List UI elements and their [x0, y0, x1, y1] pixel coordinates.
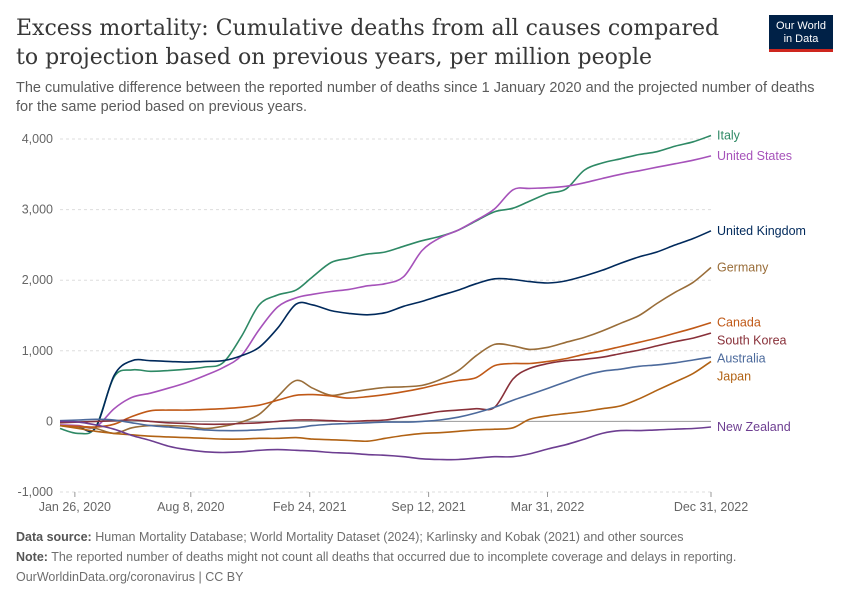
x-tick-label: Sep 12, 2021 [391, 500, 465, 514]
y-tick-label: 1,000 [22, 344, 53, 358]
y-tick-label: 4,000 [22, 132, 53, 146]
x-tick-label: Feb 24, 2021 [273, 500, 347, 514]
series-line-germany[interactable] [59, 266, 712, 435]
x-tick-label: Dec 31, 2022 [674, 500, 748, 514]
logo-line-2: in Data [783, 33, 819, 45]
y-axis: -1,000 0 1,000 2,000 3,000 4,000 [18, 132, 54, 499]
series-label-new-zealand[interactable]: New Zealand [717, 420, 791, 434]
series-line-new-zealand[interactable] [59, 420, 712, 461]
series-label-italy[interactable]: Italy [717, 128, 741, 142]
series-label-japan[interactable]: Japan [717, 370, 751, 384]
logo-accent-bar [769, 49, 833, 52]
line-chart: -1,000 0 1,000 2,000 3,000 4,000 Jan 26, 2020… [18, 128, 806, 514]
series-line-south-korea[interactable] [59, 332, 712, 426]
series-line-japan[interactable] [59, 360, 712, 443]
series-line-canada[interactable] [59, 321, 712, 428]
y-tick-label: 2,000 [22, 273, 53, 287]
y-tick-label: 0 [46, 414, 53, 428]
series-label-canada[interactable]: Canada [717, 316, 761, 330]
series-label-australia[interactable]: Australia [717, 352, 766, 366]
series-label-united-states[interactable]: United States [717, 149, 792, 163]
y-tick-label: 3,000 [22, 203, 53, 217]
series-label-germany[interactable]: Germany [717, 260, 769, 274]
x-tick-label: Jan 26, 2020 [39, 500, 111, 514]
series-labels: Italy United States United Kingdom Germany C… [717, 128, 806, 434]
x-tick-label: Mar 31, 2022 [511, 500, 585, 514]
data-source: Data source: Human Mortality Database; W… [16, 530, 684, 544]
y-tick-label: -1,000 [18, 485, 53, 499]
x-tick-label: Aug 8, 2020 [157, 500, 224, 514]
chart-title: Excess mortality: Cumulative deaths from… [16, 16, 720, 70]
series-line-united-kingdom[interactable] [59, 230, 712, 433]
logo-line-1: Our World [776, 20, 826, 32]
chart-subtitle: The cumulative difference between the re… [16, 80, 815, 115]
series-line-australia[interactable] [59, 356, 712, 432]
credit-link[interactable]: OurWorldinData.org/coronavirus | CC BY [16, 570, 244, 584]
note: Note: The reported number of deaths migh… [16, 550, 737, 564]
series-line-italy[interactable] [59, 134, 712, 435]
series-label-united-kingdom[interactable]: United Kingdom [717, 224, 806, 238]
owid-logo[interactable]: Our World in Data [769, 15, 833, 51]
x-axis: Jan 26, 2020 Aug 8, 2020 Feb 24, 2021 Sep 1… [39, 492, 748, 514]
series-line-united-states[interactable] [59, 155, 712, 429]
series-label-south-korea[interactable]: South Korea [717, 334, 787, 348]
series-lines [59, 134, 712, 461]
